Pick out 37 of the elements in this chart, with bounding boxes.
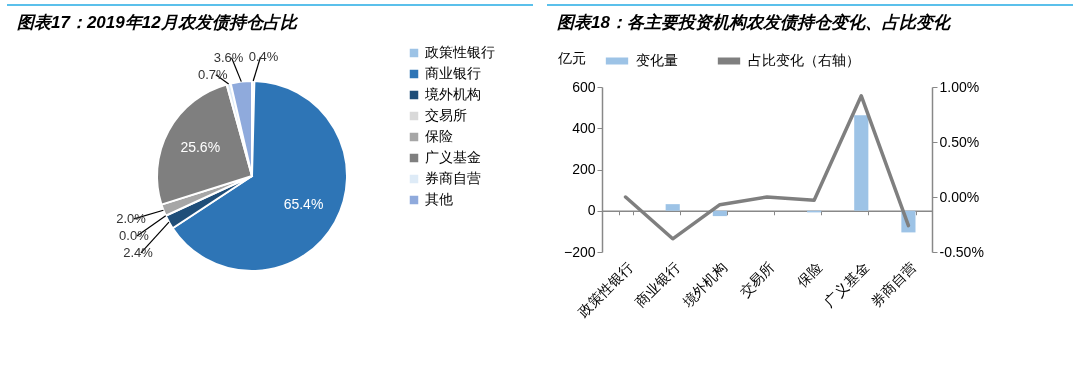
text: 0.0%	[119, 227, 149, 243]
y-tick-label: 200	[572, 161, 596, 177]
legend-label: 保险	[425, 128, 453, 144]
legend-label: 广义基金	[425, 149, 481, 165]
legend-label: 占比变化（右轴）	[748, 52, 860, 68]
chart-title: 图表18：各主要投资机构农发债持仓变化、占比变化	[557, 13, 952, 32]
data-label: 25.6%	[180, 138, 221, 155]
legend-label: 其他	[425, 191, 453, 207]
y-tick-label: 400	[572, 119, 596, 136]
data-label: 3.6%	[213, 49, 244, 65]
x-tick-label: 政策性银行	[575, 259, 636, 320]
x-tick-label: 境外机构	[678, 259, 731, 311]
y-tick-label: 0	[587, 202, 596, 219]
legend-label: 境外机构	[424, 86, 481, 102]
y-axis-title: 亿元	[556, 49, 586, 66]
data-label: 0.7%	[197, 66, 229, 82]
data-label: 2.0%	[116, 210, 147, 226]
legend-label: 政策性银行	[425, 44, 495, 60]
bar	[665, 204, 680, 211]
legend-label: 券商自营	[425, 170, 481, 186]
y-tick-label: −200	[563, 243, 596, 260]
y2-tick-label: 0.00%	[939, 188, 980, 205]
y2-tick-label: -0.50%	[939, 243, 984, 260]
x-tick-label: 保险	[793, 259, 825, 291]
y2-tick-label: 1.00%	[939, 78, 980, 95]
x-tick-label: 交易所	[736, 259, 778, 301]
legend-label: 变化量	[636, 52, 678, 68]
chart-title: 图表17：2019年12月农发债持仓占比	[17, 13, 299, 32]
y-tick-label: 600	[572, 78, 596, 95]
bar	[712, 210, 727, 217]
legend-label: 交易所	[425, 107, 467, 123]
bar	[854, 115, 869, 211]
data-label: 65.4%	[283, 195, 324, 212]
y2-tick-label: 0.50%	[939, 133, 980, 150]
data-label: 2.4%	[123, 244, 154, 260]
legend-label: 商业银行	[425, 65, 481, 81]
data-label: 0.4%	[248, 49, 279, 65]
